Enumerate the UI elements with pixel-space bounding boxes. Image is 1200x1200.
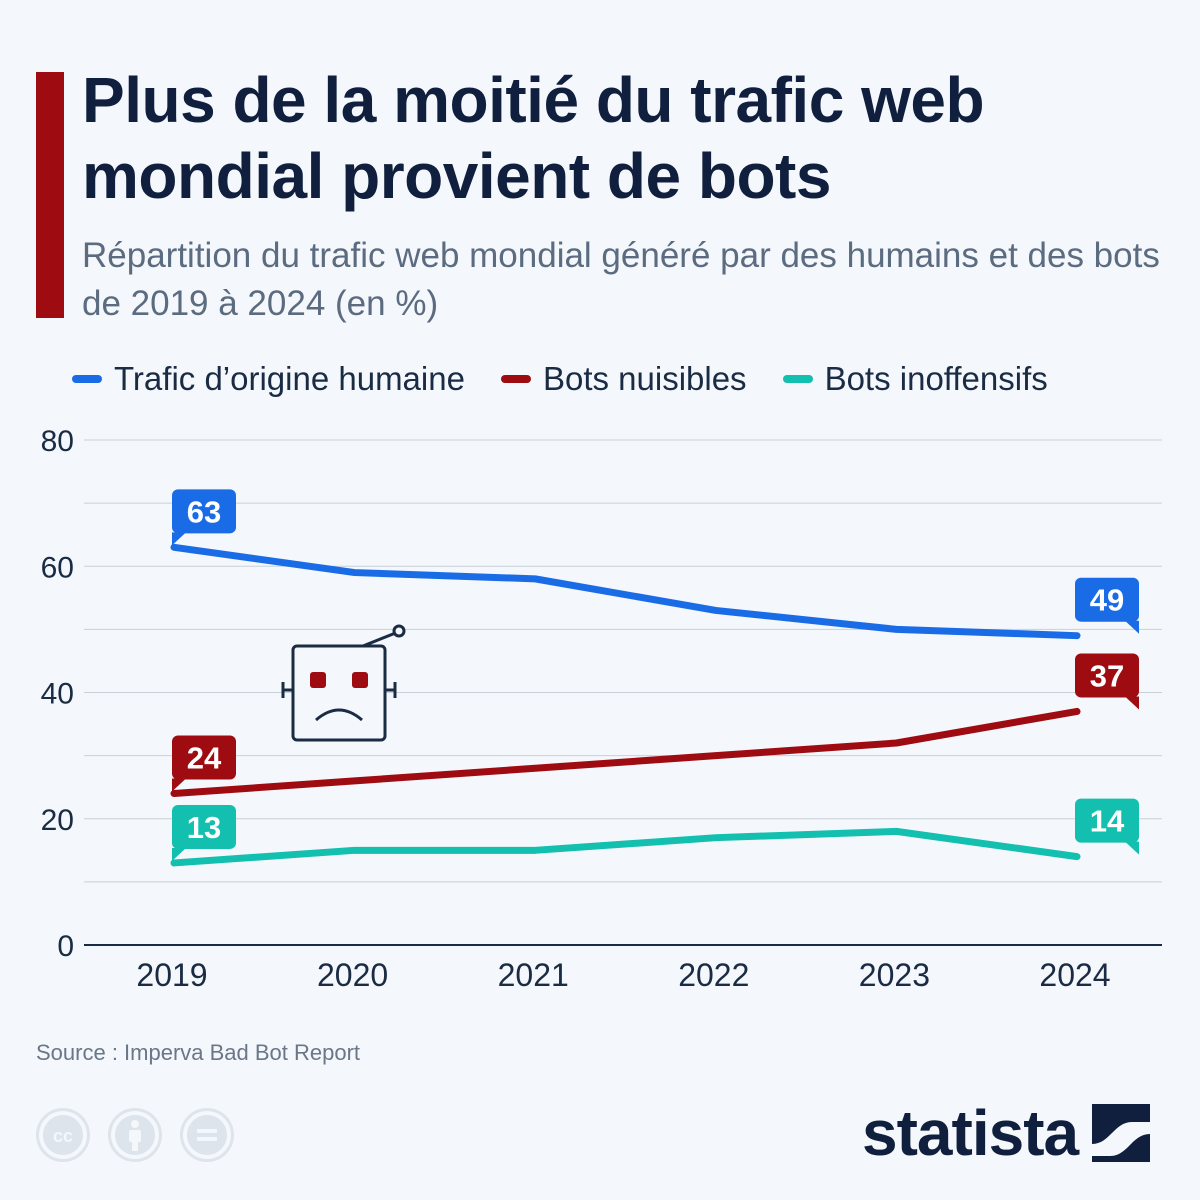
sad-robot-icon (281, 624, 406, 742)
gridlines (84, 439, 1162, 883)
title-accent-bar (36, 72, 64, 318)
data-label-tail (1125, 696, 1139, 710)
chart-title: Plus de la moitié du trafic web mondial … (82, 64, 985, 212)
data-label-human-first: 63 (172, 489, 236, 546)
data-labels: 63 49 24 37 13 14 (172, 489, 1139, 861)
x-tick-label: 2019 (136, 957, 207, 993)
y-tick-label: 0 (57, 930, 74, 963)
x-tick-label: 2020 (317, 957, 388, 993)
legend-label-human: Trafic d’origine humaine (114, 360, 465, 397)
data-label-tail (172, 532, 186, 546)
statista-mark-icon (1092, 1104, 1151, 1162)
license-icons: cc (36, 1108, 252, 1162)
data-label-text: 49 (1090, 583, 1124, 618)
y-tick-label: 20 (41, 804, 74, 837)
data-label-box (1075, 577, 1139, 622)
y-tick-label: 80 (41, 425, 74, 458)
legend-item-good-bots: Bots inoffensifs (782, 360, 1048, 398)
data-label-human-last: 49 (1075, 577, 1139, 634)
legend-swatch-bad-bots (500, 375, 531, 383)
data-label-text: 13 (187, 810, 221, 845)
data-label-box (172, 804, 236, 849)
statista-logo[interactable]: statista (862, 1097, 1151, 1169)
y-tick-label: 40 (41, 678, 74, 711)
attribution-icon[interactable] (108, 1108, 162, 1162)
data-label-text: 24 (187, 741, 222, 776)
data-label-text: 14 (1090, 804, 1125, 839)
source-note: Source : Imperva Bad Bot Report (36, 1040, 361, 1065)
data-label-good-bots-first: 13 (172, 804, 236, 861)
x-tick-label: 2021 (498, 957, 569, 993)
data-label-tail (172, 778, 186, 792)
series-line-bad-bots (170, 707, 1081, 797)
svg-text:cc: cc (53, 1126, 73, 1146)
legend-swatch-good-bots (782, 375, 813, 383)
legend-label-bad-bots: Bots nuisibles (542, 360, 747, 397)
data-label-good-bots-last: 14 (1075, 798, 1139, 855)
x-tick-label: 2023 (859, 957, 930, 993)
series-lines (170, 543, 1081, 867)
data-label-tail (1125, 841, 1139, 855)
series-line-human (170, 543, 1081, 640)
y-tick-label: 60 (41, 551, 74, 584)
data-label-text: 63 (187, 494, 221, 529)
axes: 0 20 40 60 80 2019 2020 2021 2022 2023 2024 (41, 425, 1162, 993)
x-tick-label: 2022 (678, 957, 749, 993)
data-label-box (172, 489, 236, 534)
creative-commons-icon[interactable]: cc (36, 1108, 90, 1162)
data-label-tail (1125, 620, 1139, 634)
x-tick-label: 2024 (1039, 957, 1110, 993)
legend-item-human: Trafic d’origine humaine (72, 360, 465, 398)
data-label-box (1075, 798, 1139, 843)
chart-subtitle: Répartition du trafic web mondial généré… (82, 236, 1160, 323)
series-line-good-bots (170, 827, 1081, 867)
brand-wordmark: statista (862, 1097, 1079, 1169)
data-label-text: 37 (1090, 658, 1124, 693)
line-chart: 0 20 40 60 80 2019 2020 2021 2022 2023 2024 63 49 24… (41, 425, 1162, 993)
data-label-bad-bots-last: 37 (1075, 653, 1139, 710)
legend: Trafic d’origine humaine Bots nuisibles … (72, 358, 1084, 400)
data-label-box (172, 735, 236, 780)
legend-item-bad-bots: Bots nuisibles (500, 360, 747, 398)
no-derivatives-icon[interactable] (180, 1108, 234, 1162)
data-label-tail (172, 847, 186, 861)
legend-label-good-bots: Bots inoffensifs (824, 360, 1048, 397)
data-label-box (1075, 653, 1139, 698)
data-label-bad-bots-first: 24 (172, 735, 236, 792)
legend-swatch-human (72, 375, 102, 383)
